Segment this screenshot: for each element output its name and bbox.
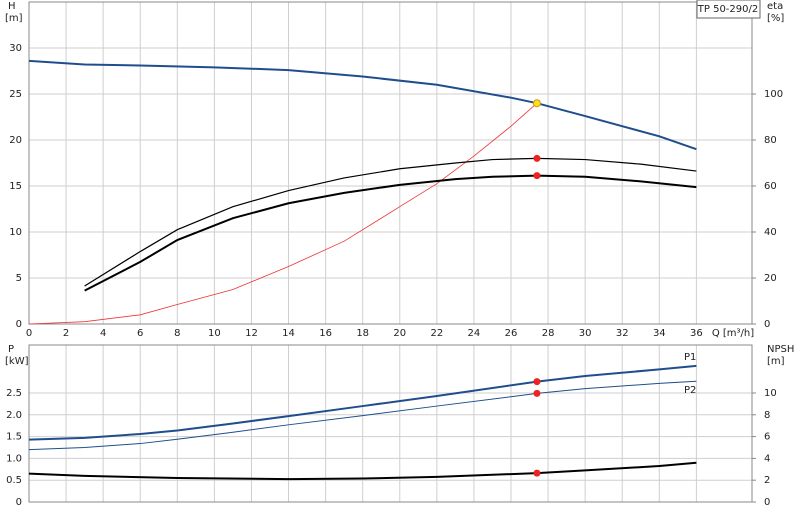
y2-tick-label: 0	[764, 319, 770, 330]
operating-point	[533, 469, 541, 477]
plot-frame	[28, 1, 753, 325]
y-tick-label: 30	[9, 43, 22, 54]
operating-point	[532, 99, 541, 108]
curve	[28, 364, 697, 441]
y-tick-label: 0.5	[6, 475, 22, 486]
x-tick-label: 22	[430, 328, 443, 339]
x-tick-label: 4	[100, 328, 106, 339]
y-tick-label: 1.0	[6, 453, 22, 464]
x-tick-label: 26	[505, 328, 518, 339]
y-tick-label: 0	[16, 497, 22, 508]
curve	[28, 380, 697, 451]
y-tick-label: 2.5	[6, 388, 22, 399]
y2-tick-label: 100	[764, 89, 783, 100]
x-tick-label: 12	[245, 328, 258, 339]
x-tick-label: 6	[137, 328, 143, 339]
y-tick-label: 20	[9, 135, 22, 146]
operating-point	[533, 378, 541, 386]
y2-axis-unit: [m]	[767, 356, 785, 367]
x-tick-label: 20	[393, 328, 406, 339]
y2-tick-label: 2	[764, 475, 770, 486]
operating-point	[533, 154, 541, 162]
operating-point	[533, 172, 541, 180]
y-tick-label: 25	[9, 89, 22, 100]
curve	[84, 157, 697, 287]
y2-tick-label: 6	[764, 432, 770, 443]
y2-tick-label: 20	[764, 273, 777, 284]
y-tick-label: 1.5	[6, 432, 22, 443]
y2-axis-label: eta	[767, 1, 783, 12]
title-box	[696, 0, 761, 19]
y-tick-label: 2.0	[6, 410, 22, 421]
y-tick-label: 15	[9, 181, 22, 192]
curve	[28, 102, 538, 325]
y2-tick-label: 8	[764, 410, 770, 421]
x-tick-label: 16	[319, 328, 332, 339]
x-tick-label: 30	[579, 328, 592, 339]
y2-tick-label: 10	[764, 388, 777, 399]
y-axis-label: H	[8, 1, 16, 12]
y2-tick-label: 80	[764, 135, 777, 146]
curve	[28, 59, 697, 151]
y2-tick-label: 40	[764, 227, 777, 238]
x-tick-label: 2	[63, 328, 69, 339]
y2-tick-label: 60	[764, 181, 777, 192]
y-tick-label: 0	[16, 319, 22, 330]
chart-title: TP 50-290/2	[697, 4, 758, 15]
x-tick-label: 24	[468, 328, 481, 339]
y-axis-label: P	[8, 344, 14, 355]
x-tick-label: 14	[282, 328, 295, 339]
plot-frame	[28, 344, 753, 503]
y-axis-unit: [m]	[5, 13, 23, 24]
y2-tick-label: 4	[764, 453, 770, 464]
x-tick-label: 34	[653, 328, 666, 339]
x-tick-label: 36	[690, 328, 703, 339]
curve	[28, 461, 697, 481]
x-tick-label: 18	[356, 328, 369, 339]
x-tick-label: 32	[616, 328, 629, 339]
x-axis-label: Q [m³/h]	[712, 328, 754, 339]
y2-axis-label: NPSH	[767, 344, 794, 355]
series-label: P2	[684, 385, 696, 396]
y-tick-label: 10	[9, 227, 22, 238]
series-label: P1	[684, 352, 696, 363]
x-tick-label: 0	[26, 328, 32, 339]
x-tick-label: 10	[208, 328, 221, 339]
x-tick-label: 28	[542, 328, 555, 339]
curve	[84, 174, 697, 292]
y-axis-unit: [kW]	[5, 356, 29, 367]
y2-axis-unit: [%]	[767, 13, 784, 24]
operating-point	[533, 389, 541, 397]
x-tick-label: 8	[174, 328, 180, 339]
y-tick-label: 5	[16, 273, 22, 284]
y2-tick-label: 0	[764, 497, 770, 508]
